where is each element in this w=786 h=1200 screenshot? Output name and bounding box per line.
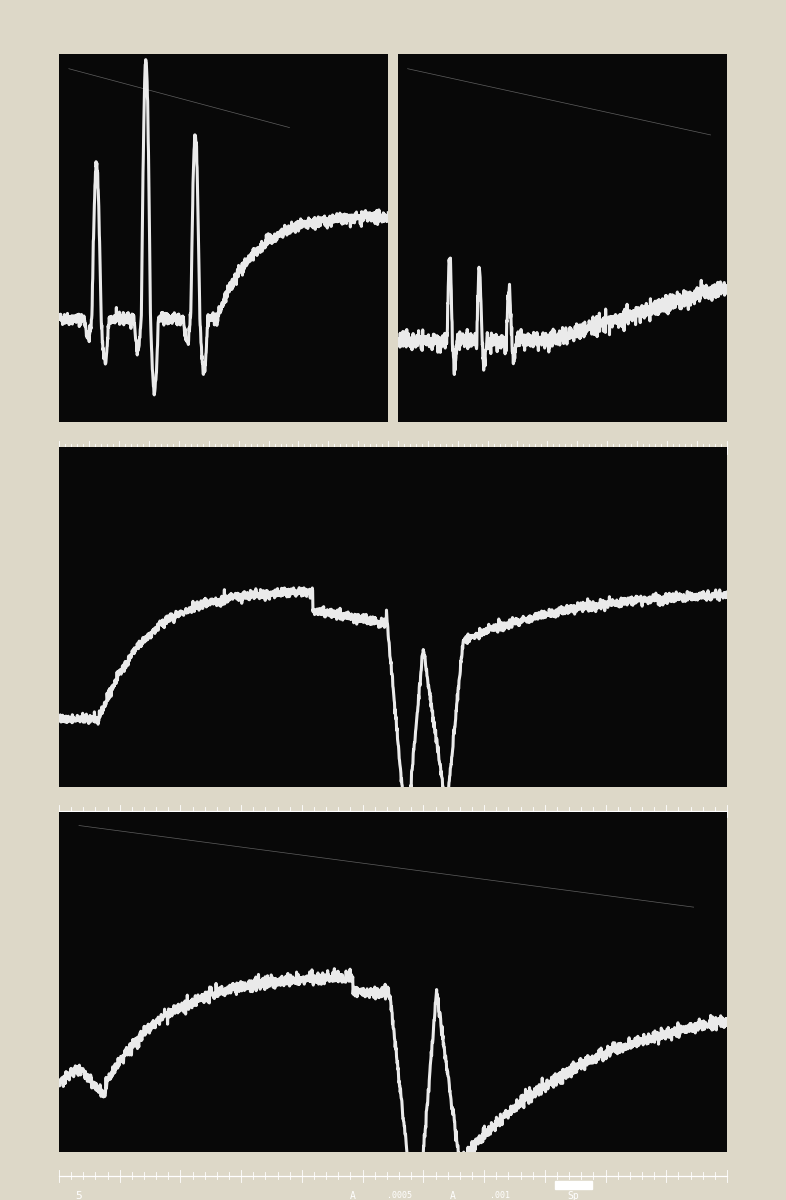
Text: A: A bbox=[145, 464, 151, 474]
Text: .001: .001 bbox=[490, 826, 510, 835]
Text: Sp: Sp bbox=[567, 1192, 579, 1200]
Text: .0005: .0005 bbox=[387, 826, 412, 835]
Text: .001: .001 bbox=[526, 464, 546, 473]
Text: 2: 2 bbox=[75, 826, 83, 836]
Text: A: A bbox=[350, 1192, 356, 1200]
Bar bbox=[609, 454, 627, 462]
Text: Sp: Sp bbox=[612, 464, 624, 474]
Text: A: A bbox=[350, 826, 356, 836]
Text: Sp: Sp bbox=[237, 464, 249, 474]
Text: A: A bbox=[450, 1192, 456, 1200]
Text: .001: .001 bbox=[490, 1192, 510, 1200]
Text: .0005: .0005 bbox=[96, 464, 121, 473]
Text: T: T bbox=[283, 464, 289, 474]
Text: A: A bbox=[504, 464, 509, 474]
Text: .001: .001 bbox=[164, 464, 184, 473]
Text: 5: 5 bbox=[75, 1192, 83, 1200]
Bar bbox=[555, 1181, 592, 1189]
Text: .0005: .0005 bbox=[435, 464, 460, 473]
Text: A: A bbox=[79, 464, 85, 474]
Text: A: A bbox=[450, 826, 456, 836]
Text: Sp: Sp bbox=[567, 826, 579, 836]
Text: 1:843IS.: 1:843IS. bbox=[299, 464, 339, 473]
Text: .0005: .0005 bbox=[387, 1192, 412, 1200]
Bar bbox=[234, 454, 252, 462]
Text: A: A bbox=[418, 464, 424, 474]
Bar bbox=[555, 816, 592, 824]
